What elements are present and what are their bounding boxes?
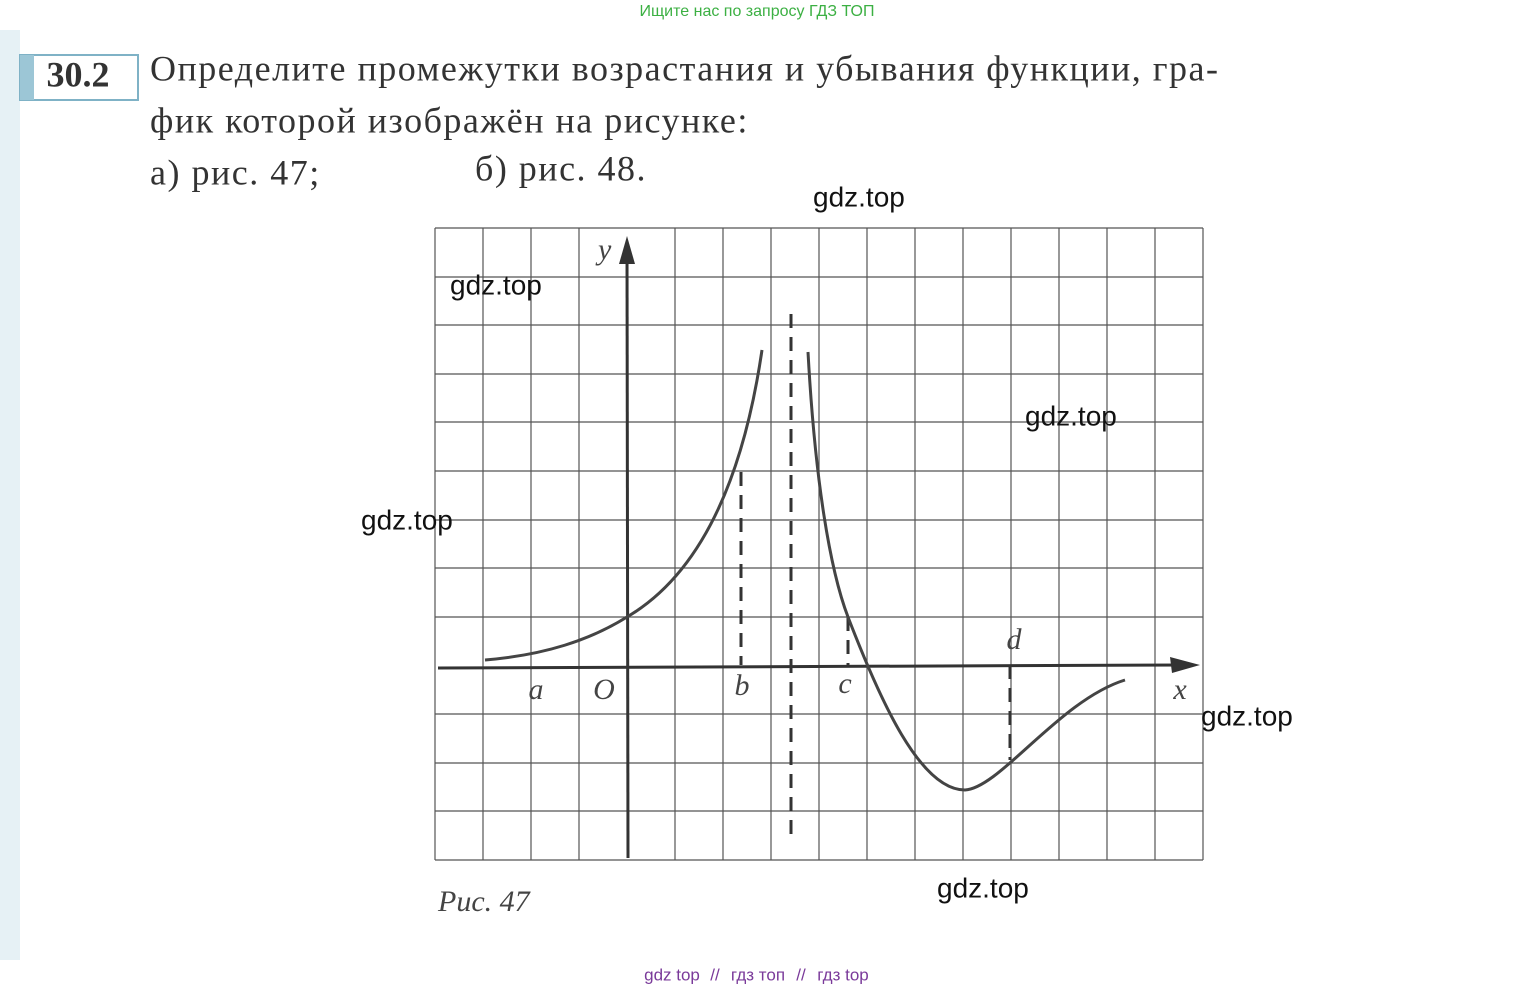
point-label: d (1007, 623, 1023, 656)
problem-part: б) рис. 48. (475, 148, 647, 188)
footer-link[interactable]: гдз top (817, 965, 869, 984)
watermark: gdz.top (1025, 400, 1117, 431)
problem-line: фик которой изображён на рисунке: (150, 100, 749, 140)
x-axis-label: x (1172, 673, 1187, 706)
axes (437, 249, 1186, 859)
watermark: gdz.top (1201, 700, 1293, 731)
point-label: b (735, 669, 750, 702)
y-axis-label: y (595, 233, 612, 266)
footer-separator: // (710, 965, 720, 984)
dashed-lines (739, 314, 1012, 835)
number-box-accent (20, 55, 34, 100)
problem-line: Определите промежутки возрастания и убыв… (150, 48, 1219, 88)
footer: gdz top // гдз топ // гдз top (644, 965, 869, 984)
watermark: gdz.top (361, 504, 453, 535)
problem-part: а) рис. 47; (150, 152, 321, 192)
footer-separator: // (796, 965, 806, 984)
function-curve (484, 349, 1126, 792)
header-banner: Ищите нас по запросу ГДЗ ТОП (640, 3, 875, 20)
point-label: O (593, 673, 615, 706)
point-label: c (838, 667, 851, 700)
footer-link[interactable]: gdz top (644, 965, 700, 984)
y-arrow (619, 236, 635, 264)
figure-caption: Рис. 47 (437, 885, 532, 918)
grid (434, 227, 1204, 861)
footer-link[interactable]: гдз топ (731, 965, 785, 984)
x-arrow (1170, 657, 1200, 673)
left-strip (0, 30, 20, 960)
watermark: gdz.top (937, 872, 1029, 903)
point-label: a (529, 673, 544, 706)
watermark: gdz.top (450, 269, 542, 300)
watermark: gdz.top (813, 181, 905, 212)
problem-number: 30.2 (47, 54, 110, 94)
